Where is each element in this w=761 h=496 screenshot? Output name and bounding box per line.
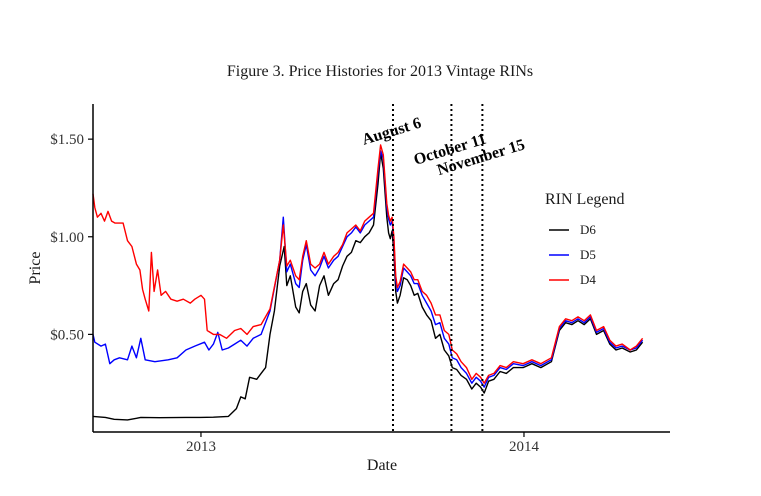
legend-label-d4: D4	[580, 272, 596, 287]
legend: RIN Legend D6 D5 D4	[545, 191, 625, 287]
series-d6-line	[92, 152, 644, 421]
series-layer	[92, 144, 644, 421]
legend-title: RIN Legend	[545, 191, 625, 208]
y-tick-label: $1.50	[50, 132, 84, 148]
event-label-august-6: August 6	[360, 115, 423, 149]
x-tick-label: 2014	[509, 439, 540, 455]
x-tick-label: 2013	[186, 439, 216, 455]
series-d5-line	[92, 150, 644, 388]
x-axis-label: Date	[367, 457, 397, 474]
x-ticks: 2013 2014	[186, 432, 540, 455]
y-tick-label: $1.00	[50, 230, 84, 246]
y-axis-label: Price	[27, 252, 44, 285]
y-ticks: $0.50 $1.00 $1.50	[50, 132, 93, 343]
legend-items: D6 D5 D4	[549, 222, 596, 287]
y-tick-label: $0.50	[50, 327, 84, 343]
series-d4-line	[92, 144, 644, 384]
legend-label-d6: D6	[580, 222, 596, 237]
chart-title: Figure 3. Price Histories for 2013 Vinta…	[227, 63, 533, 80]
legend-label-d5: D5	[580, 247, 596, 262]
